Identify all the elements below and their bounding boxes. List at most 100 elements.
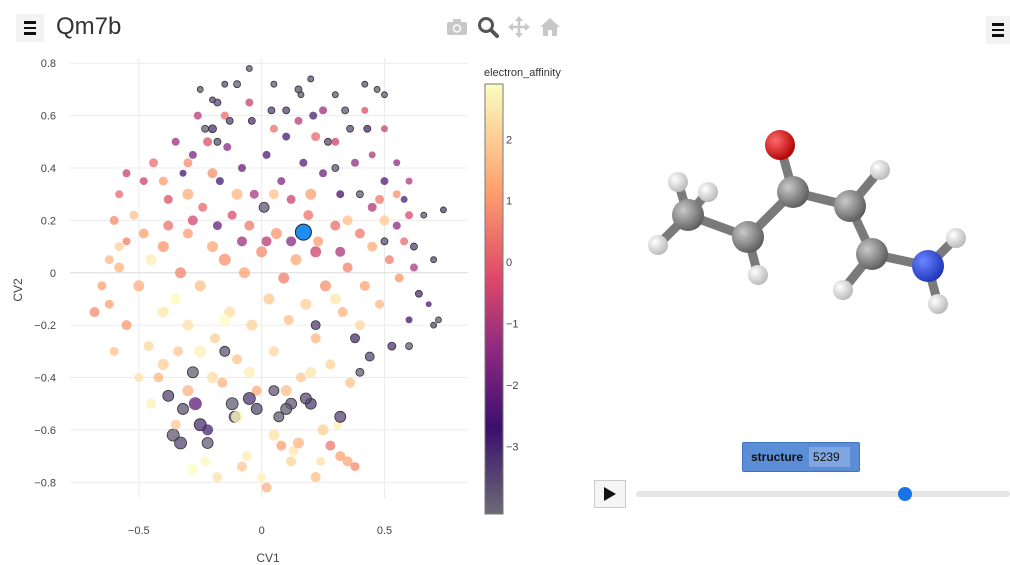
scatter-point[interactable] — [268, 346, 279, 357]
scatter-point[interactable] — [173, 346, 184, 357]
scatter-point[interactable] — [209, 96, 216, 104]
scatter-point[interactable] — [269, 124, 278, 133]
scatter-point[interactable] — [392, 190, 401, 199]
scatter-point[interactable] — [236, 236, 247, 247]
structure-index-input[interactable]: 5239 — [809, 447, 850, 467]
scatter-point[interactable] — [104, 299, 114, 309]
scatter-point[interactable] — [313, 236, 324, 247]
scatter-point[interactable] — [440, 206, 447, 214]
scatter-point[interactable] — [299, 158, 308, 167]
scatter-point[interactable] — [410, 242, 418, 251]
scatter-point[interactable] — [405, 211, 414, 220]
scatter-point[interactable] — [342, 456, 353, 467]
scatter-point[interactable] — [270, 227, 282, 239]
scatter-point[interactable] — [331, 91, 339, 99]
scatter-point[interactable] — [303, 210, 314, 221]
selected-point[interactable] — [294, 223, 312, 241]
scatter-point[interactable] — [201, 437, 214, 449]
scatter-point[interactable] — [194, 280, 206, 292]
scatter-point[interactable] — [276, 440, 287, 451]
scatter-point[interactable] — [277, 177, 286, 186]
scatter-point[interactable] — [387, 341, 397, 351]
scatter-point[interactable] — [225, 397, 239, 411]
scatter-point[interactable] — [335, 451, 346, 462]
scatter-point[interactable] — [122, 237, 131, 246]
scatter-point[interactable] — [182, 319, 194, 331]
scatter-point[interactable] — [420, 211, 428, 219]
scatter-point[interactable] — [245, 65, 253, 72]
scatter-point[interactable] — [268, 429, 280, 441]
scatter-point[interactable] — [409, 263, 418, 272]
scatter-point[interactable] — [114, 242, 124, 252]
scatter-point[interactable] — [278, 272, 290, 284]
scatter-point[interactable] — [435, 316, 442, 324]
pan-icon[interactable] — [506, 14, 531, 39]
scatter-point[interactable] — [309, 111, 318, 120]
scatter-point[interactable] — [206, 241, 218, 253]
scatter-point[interactable] — [329, 293, 341, 305]
scatter-point[interactable] — [236, 461, 247, 472]
scatter-point[interactable] — [261, 236, 272, 247]
scatter-point[interactable] — [247, 116, 256, 125]
scatter-point[interactable] — [217, 377, 228, 388]
scatter-point[interactable] — [243, 366, 255, 378]
scatter-point[interactable] — [305, 188, 317, 200]
scatter-point[interactable] — [310, 246, 322, 258]
scatter-point[interactable] — [208, 124, 217, 134]
scatter-point[interactable] — [97, 281, 107, 291]
scatter-point[interactable] — [179, 169, 187, 177]
scatter-point[interactable] — [109, 346, 119, 356]
scatter-point[interactable] — [129, 210, 139, 220]
scatter-point[interactable] — [170, 293, 182, 305]
scatter-point[interactable] — [213, 137, 222, 146]
scatter-point[interactable] — [231, 188, 243, 200]
scatter-point[interactable] — [238, 267, 250, 279]
scatter-point[interactable] — [324, 137, 332, 146]
scatter-point[interactable] — [350, 333, 360, 344]
scatter-point[interactable] — [307, 75, 315, 83]
scatter-point[interactable] — [286, 194, 296, 204]
scatter-point[interactable] — [221, 80, 229, 88]
scatter-point[interactable] — [290, 254, 302, 266]
scatter-point[interactable] — [373, 86, 381, 93]
scatter-point[interactable] — [305, 366, 317, 378]
scatter-point[interactable] — [267, 106, 276, 115]
scatter-point[interactable] — [355, 367, 365, 377]
scatter-point[interactable] — [188, 150, 197, 159]
scatter-point[interactable] — [359, 280, 370, 291]
scatter-point[interactable] — [246, 319, 258, 331]
scatter-point[interactable] — [335, 246, 346, 257]
scatter-point[interactable] — [109, 215, 119, 225]
scatter-point[interactable] — [375, 299, 385, 309]
scatter-point[interactable] — [430, 256, 438, 264]
scatter-point[interactable] — [392, 221, 401, 230]
scatter-point[interactable] — [177, 403, 189, 415]
scatter-point[interactable] — [282, 132, 291, 141]
scatter-point[interactable] — [233, 80, 241, 89]
scatter-point[interactable] — [283, 314, 294, 325]
scatter-point[interactable] — [342, 262, 353, 273]
scatter-point[interactable] — [375, 194, 385, 204]
scatter-point[interactable] — [146, 398, 157, 409]
menu-button-right[interactable] — [986, 16, 1010, 44]
scatter-point[interactable] — [163, 194, 173, 204]
scatter-point[interactable] — [257, 472, 267, 482]
scatter-point[interactable] — [244, 220, 255, 231]
scatter-point[interactable] — [261, 482, 272, 493]
scatter-point[interactable] — [182, 228, 193, 239]
scatter-point[interactable] — [122, 169, 131, 178]
scatter-point[interactable] — [196, 86, 204, 93]
scatter-point[interactable] — [405, 177, 413, 185]
scatter-point[interactable] — [330, 220, 341, 231]
scatter-point[interactable] — [341, 106, 350, 115]
scatter-point[interactable] — [354, 228, 365, 239]
scatter-point[interactable] — [280, 403, 293, 415]
scatter-point[interactable] — [346, 124, 354, 133]
scatter-point[interactable] — [295, 372, 306, 383]
scatter-point[interactable] — [270, 80, 278, 88]
scatter-point[interactable] — [400, 195, 408, 203]
scatter-point[interactable] — [299, 392, 312, 405]
scatter-point[interactable] — [282, 106, 291, 115]
scatter-point[interactable] — [220, 111, 229, 120]
scatter-point[interactable] — [263, 293, 275, 305]
